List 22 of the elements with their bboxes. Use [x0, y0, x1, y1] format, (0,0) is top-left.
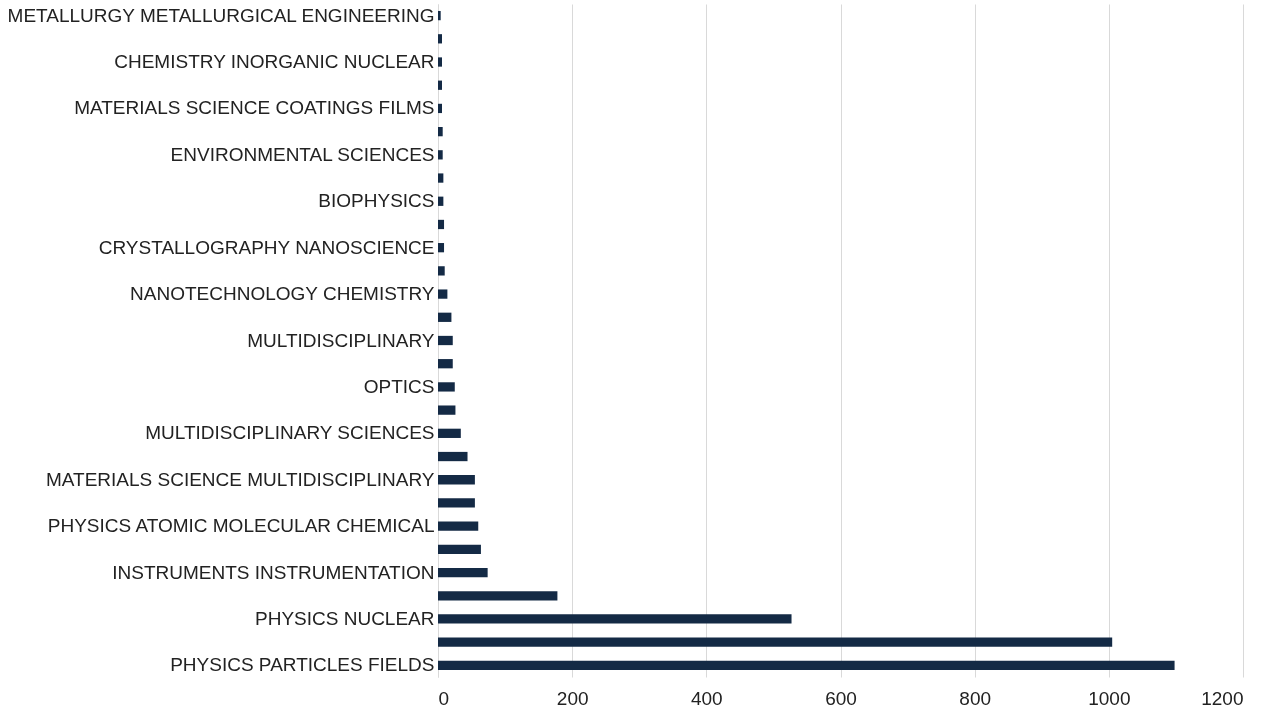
y-tick-label: PHYSICS PARTICLES FIELDS — [170, 654, 435, 676]
y-tick-label: OPTICS — [363, 375, 435, 397]
y-tick-label: NANOTECHNOLOGY CHEMISTRY — [130, 283, 435, 305]
x-tick-label: 400 — [690, 687, 723, 709]
y-tick-label: PHYSICS NUCLEAR — [255, 607, 435, 629]
x-tick-label: 0 — [438, 687, 450, 709]
x-tick-label: 200 — [556, 687, 589, 709]
y-tick-label: CHEMISTRY INORGANIC NUCLEAR — [114, 51, 435, 73]
y-tick-label: INSTRUMENTS INSTRUMENTATION — [112, 561, 435, 583]
y-tick-label: METALLURGY METALLURGICAL ENGINEERING — [7, 4, 435, 26]
y-tick-label: MATERIALS SCIENCE COATINGS FILMS — [74, 97, 435, 119]
x-tick-label: 1200 — [1201, 687, 1244, 709]
y-tick-label: PHYSICS ATOMIC MOLECULAR CHEMICAL — [47, 515, 435, 537]
y-tick-label: MULTIDISCIPLINARY — [247, 329, 435, 351]
y-tick-label: BIOPHYSICS — [318, 190, 435, 212]
x-tick-label: 600 — [825, 687, 857, 709]
x-tick-label: 800 — [959, 687, 992, 709]
y-tick-label: MATERIALS SCIENCE MULTIDISCIPLINARY — [45, 468, 435, 490]
y-tick-label: CRYSTALLOGRAPHY NANOSCIENCE — [98, 236, 435, 258]
x-tick-label: 1000 — [1088, 687, 1131, 709]
y-tick-label: ENVIRONMENTAL SCIENCES — [170, 143, 435, 165]
y-tick-label: MULTIDISCIPLINARY SCIENCES — [145, 422, 435, 444]
